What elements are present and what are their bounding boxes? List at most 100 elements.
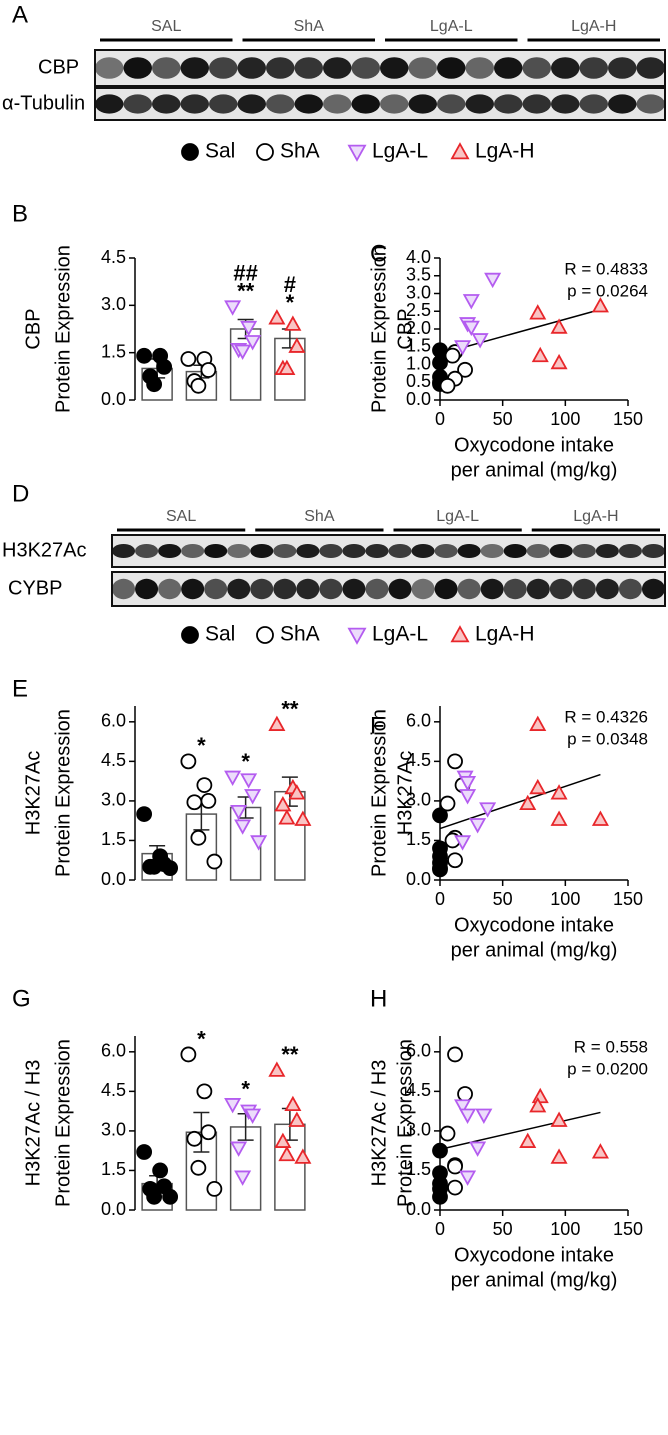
data-point	[136, 347, 153, 364]
data-point	[278, 359, 296, 375]
y-tick-label: 4.0	[406, 247, 431, 267]
x-tick-label: 0	[435, 409, 445, 429]
blot-band	[526, 543, 550, 559]
y-tick-label: 0.0	[101, 389, 126, 409]
data-point	[234, 344, 252, 360]
blot-band	[152, 57, 181, 79]
data-point	[186, 1130, 203, 1147]
data-point	[529, 778, 547, 795]
data-point	[146, 1188, 163, 1205]
data-point	[469, 1141, 487, 1157]
significance: *	[241, 1076, 250, 1101]
group-label: SAL	[166, 508, 196, 525]
y-tick-label: 1.5	[406, 1159, 431, 1179]
x-axis-label: per animal (mg/kg)	[451, 1269, 618, 1291]
blot-band	[408, 94, 437, 114]
data-point	[457, 1086, 473, 1102]
x-axis-label: Oxycodone intake	[454, 434, 614, 456]
y-tick-label: 4.5	[101, 247, 126, 267]
legend-marker	[181, 626, 199, 644]
data-point	[244, 335, 262, 351]
blot-band	[380, 94, 409, 114]
legend-marker	[181, 143, 199, 161]
data-point	[432, 1188, 448, 1205]
significance: *	[241, 749, 250, 774]
blot-band	[135, 578, 159, 600]
x-tick-label: 50	[493, 409, 513, 429]
data-point	[234, 1170, 252, 1186]
y-tick-label: 6.0	[406, 1041, 431, 1061]
y-axis-label: Protein Expression	[52, 709, 74, 877]
blot-band	[618, 578, 642, 600]
data-point	[146, 376, 163, 393]
blot-band	[95, 57, 124, 79]
data-point	[250, 835, 268, 851]
data-point	[484, 272, 502, 289]
y-axis-label: CBP	[22, 308, 44, 349]
y-tick-label: 0.0	[406, 1199, 431, 1219]
y-axis-label: H3K27Ac / H3	[368, 1060, 390, 1187]
data-point	[447, 753, 463, 770]
data-point	[591, 297, 609, 313]
blot-band	[323, 57, 352, 79]
group-label: LgA-H	[571, 18, 616, 35]
data-point	[432, 354, 448, 371]
x-axis-label: Oxycodone intake	[454, 914, 614, 936]
significance: **	[281, 696, 299, 721]
legend-label: LgA-L	[372, 140, 428, 163]
blot-band	[434, 578, 458, 600]
significance: #	[284, 272, 296, 297]
blot-band	[522, 57, 551, 79]
y-tick-label: 1.0	[406, 353, 431, 373]
blot-band	[579, 94, 608, 114]
y-tick-label: 1.5	[101, 1159, 126, 1179]
significance: ##	[233, 261, 257, 286]
blot-band	[296, 578, 320, 600]
data-point	[224, 1098, 242, 1114]
y-tick-label: 0.0	[101, 869, 126, 889]
blot-band	[411, 578, 435, 600]
legend-marker	[347, 627, 367, 645]
x-tick-label: 50	[493, 1219, 513, 1239]
y-tick-label: 4.5	[406, 1080, 431, 1100]
panel-label: D	[12, 480, 29, 507]
legend-marker	[256, 143, 274, 161]
data-point	[180, 351, 197, 367]
y-axis-label: H3K27Ac / H3	[22, 1060, 44, 1187]
group-label: SAL	[151, 18, 181, 35]
blot-band	[342, 543, 366, 559]
data-point	[519, 1132, 537, 1148]
blot-band	[526, 578, 550, 600]
data-point	[439, 795, 456, 812]
data-point	[224, 300, 242, 316]
stat-annotation: R = 0.558	[574, 1037, 648, 1056]
data-point	[457, 361, 473, 378]
blot-band	[551, 57, 580, 79]
legend-label: LgA-L	[372, 623, 428, 646]
data-point	[444, 347, 461, 364]
significance: *	[197, 1026, 206, 1051]
blot-band	[503, 578, 527, 600]
data-point	[278, 809, 296, 825]
group-label: LgA-L	[436, 508, 479, 525]
data-point	[459, 775, 477, 792]
data-point	[240, 320, 258, 337]
blot-band	[95, 94, 124, 114]
y-tick-label: 3.0	[101, 790, 126, 810]
blot-band	[380, 57, 409, 79]
legend-label: ShA	[280, 140, 320, 163]
x-tick-label: 50	[493, 889, 513, 909]
data-point	[591, 1143, 609, 1159]
data-point	[459, 1108, 477, 1124]
blot-band	[437, 94, 466, 114]
data-point	[479, 802, 497, 818]
blot-band	[181, 578, 205, 600]
y-tick-label: 1.5	[101, 341, 126, 361]
blot-band	[319, 578, 343, 600]
significance: *	[286, 290, 295, 315]
data-point	[471, 333, 489, 349]
data-point	[240, 773, 258, 789]
data-point	[234, 819, 252, 835]
data-point	[591, 810, 609, 826]
x-tick-label: 150	[613, 409, 643, 429]
